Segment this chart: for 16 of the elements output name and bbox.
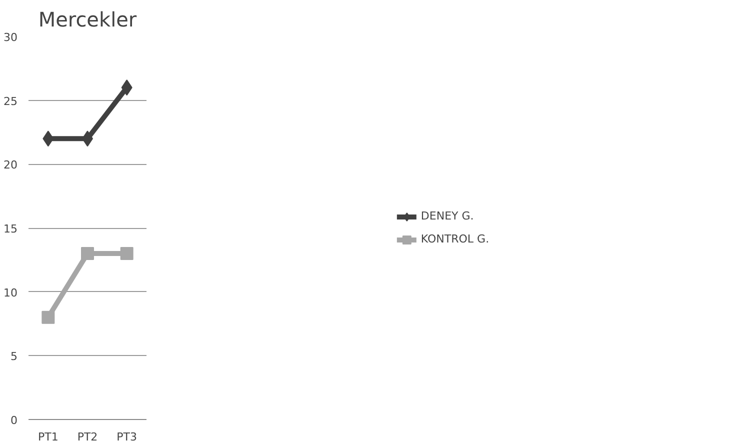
point	[81, 247, 94, 260]
legend-label: DENEY G.	[420, 210, 474, 222]
x-tick-label: PT3	[116, 430, 138, 444]
y-tick-label: 0	[10, 414, 18, 427]
y-tick-label: 15	[4, 222, 18, 236]
y-tick-label: 10	[4, 286, 18, 300]
legend-label: KONTROL G.	[420, 232, 490, 246]
y-tick-label: 30	[4, 31, 18, 44]
x-tick-label: PT1	[38, 430, 58, 444]
y-tick-label: 5	[10, 350, 18, 364]
x-tick-label: PT2	[77, 430, 98, 444]
y-tick-label: 20	[4, 158, 18, 172]
point	[120, 247, 134, 260]
chart-title: Mercekler	[38, 8, 138, 32]
point	[42, 310, 55, 324]
y-tick-label: 25	[4, 94, 18, 108]
